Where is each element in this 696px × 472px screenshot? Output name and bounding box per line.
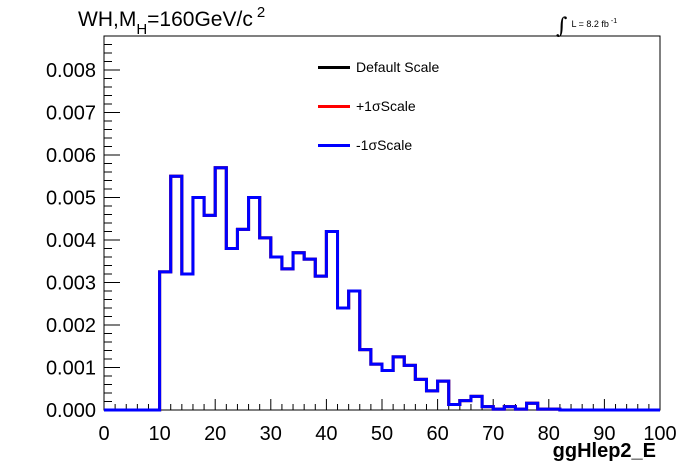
legend-item-minus1sigma: -1σScale	[318, 134, 412, 156]
y-tick-label: 0.000	[46, 400, 96, 422]
histogram-series-0	[104, 166, 660, 412]
title-subscript: H	[136, 21, 148, 38]
integral-symbol: ∫	[556, 14, 568, 39]
histogram-series	[104, 166, 660, 412]
legend-line-default	[318, 65, 350, 69]
x-tick-label: 60	[426, 423, 448, 445]
legend-item-default: Default Scale	[318, 56, 439, 78]
title-rest-text: =160GeV/c	[147, 8, 253, 31]
y-tick-label: 0.005	[46, 188, 96, 210]
y-tick-label: 0.006	[46, 145, 96, 167]
plot-title: WH,MH=160GeV/c 2	[78, 4, 265, 38]
legend-item-plus1sigma: +1σScale	[318, 95, 416, 117]
y-tick-label: 0.002	[46, 315, 96, 337]
legend-line-plus1sigma	[318, 104, 350, 108]
x-tick-label: 40	[315, 423, 337, 445]
x-tick-label: 20	[204, 423, 226, 445]
x-tick-label: 90	[593, 423, 615, 445]
y-tick-label: 0.004	[46, 230, 96, 252]
legend-line-minus1sigma	[318, 143, 350, 147]
histogram-series-1	[104, 166, 660, 412]
x-tick-label: 0	[98, 423, 109, 445]
axis-ticks	[103, 35, 661, 411]
axis-tick-labels: 0 10 20 30 40 50 60 70 80 90 100 0.000 0.001 0.002 0.0…	[46, 60, 677, 445]
title-superscript: 2	[256, 4, 266, 21]
y-tick-label: 0.003	[46, 273, 96, 295]
x-tick-label: 70	[482, 423, 504, 445]
y-tick-label: 0.007	[46, 103, 96, 125]
luminosity-exponent: -1	[610, 18, 618, 25]
x-tick-label: 10	[148, 423, 170, 445]
plot-frame	[103, 35, 661, 411]
x-tick-label: 80	[538, 423, 560, 445]
x-tick-label: 100	[643, 423, 676, 445]
luminosity-text: L = 8.2 fb	[571, 19, 609, 29]
legend-label-plus1sigma: +1σScale	[356, 98, 416, 114]
title-main-text: WH,M	[78, 8, 137, 31]
luminosity-label: ∫ L = 8.2 fb -1	[556, 8, 618, 39]
y-tick-label: 0.001	[46, 358, 96, 380]
x-axis-title: ggHlep2_E	[552, 440, 656, 462]
legend-label-default: Default Scale	[356, 59, 440, 75]
x-tick-label: 50	[371, 423, 393, 445]
x-tick-label: 30	[260, 423, 282, 445]
y-tick-label: 0.008	[46, 60, 96, 82]
histogram-series-2	[104, 166, 660, 412]
legend-label-minus1sigma: -1σScale	[356, 137, 413, 153]
